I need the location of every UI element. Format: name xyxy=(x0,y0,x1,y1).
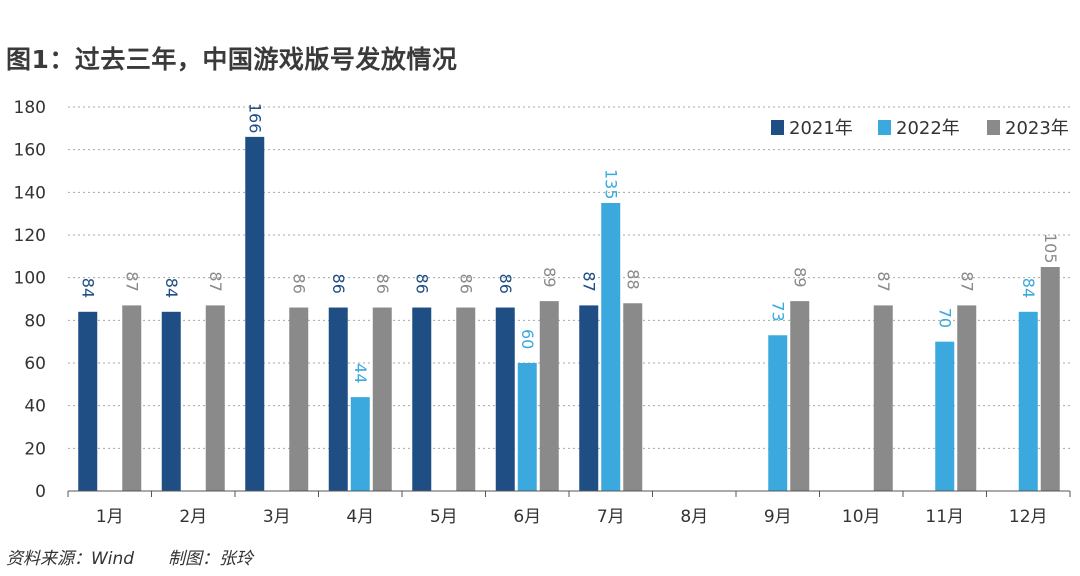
x-tick-label: 5月 xyxy=(430,507,458,527)
x-tick-label: 12月 xyxy=(1009,507,1048,527)
data-label: 87 xyxy=(874,271,893,291)
data-label: 86 xyxy=(496,274,515,294)
data-label: 89 xyxy=(790,267,809,287)
data-label: 60 xyxy=(518,329,537,349)
bar xyxy=(623,303,643,491)
data-label: 73 xyxy=(768,301,787,321)
legend-swatch xyxy=(878,120,891,135)
legend-label: 2023年 xyxy=(1005,118,1069,139)
x-tick-label: 10月 xyxy=(842,507,881,527)
bar xyxy=(517,363,537,491)
y-tick-label: 80 xyxy=(24,311,46,331)
legend-swatch xyxy=(771,120,784,135)
x-tick-label: 8月 xyxy=(680,507,708,527)
legend: 2021年 2022年 2023年 xyxy=(771,118,1069,139)
y-tick-label: 60 xyxy=(24,354,46,374)
bar xyxy=(289,307,309,491)
data-label: 44 xyxy=(351,363,370,383)
x-tick-label: 6月 xyxy=(513,507,541,527)
bar xyxy=(1018,311,1038,491)
data-label: 86 xyxy=(456,274,475,294)
data-label: 87 xyxy=(957,271,976,291)
gridlines xyxy=(68,106,1070,449)
bar xyxy=(935,341,955,491)
y-tick-label: 0 xyxy=(35,482,46,502)
y-axis: 0 20 40 60 80 100 120 140 160 180 xyxy=(14,98,46,502)
y-tick-label: 20 xyxy=(24,439,46,459)
y-tick-label: 40 xyxy=(24,397,46,417)
chart-title: 图1：过去三年，中国游戏版号发放情况 xyxy=(6,45,458,74)
bar xyxy=(78,311,98,491)
data-label: 166 xyxy=(245,103,264,134)
bar xyxy=(1040,267,1060,491)
bar xyxy=(122,305,142,491)
bar xyxy=(579,305,599,491)
bar xyxy=(350,397,370,491)
bar xyxy=(205,305,225,491)
bars xyxy=(78,136,1060,491)
bar xyxy=(161,311,181,491)
legend-swatch xyxy=(987,120,1000,135)
x-tick-label: 7月 xyxy=(597,507,625,527)
bar xyxy=(790,301,810,491)
y-tick-label: 140 xyxy=(14,183,46,203)
bar xyxy=(539,301,559,491)
x-tick-label: 9月 xyxy=(764,507,792,527)
bar xyxy=(873,305,893,491)
data-label: 88 xyxy=(623,269,642,289)
source-note: 资料来源：Wind xyxy=(6,549,135,569)
y-tick-label: 180 xyxy=(14,98,46,118)
bar xyxy=(412,307,432,491)
data-label: 135 xyxy=(601,169,620,200)
data-label: 86 xyxy=(373,274,392,294)
data-label: 89 xyxy=(540,267,559,287)
x-tick-label: 3月 xyxy=(263,507,291,527)
data-label: 84 xyxy=(162,278,181,298)
bar xyxy=(245,136,265,491)
bar xyxy=(957,305,977,491)
x-axis: 1月 2月 3月 4月 5月 6月 7月 8月 9月 10月 11月 12月 xyxy=(67,490,1071,527)
x-tick-label: 2月 xyxy=(179,507,207,527)
y-tick-label: 160 xyxy=(14,141,46,161)
bar xyxy=(456,307,476,491)
data-label: 70 xyxy=(935,308,954,328)
legend-label: 2021年 xyxy=(789,118,853,139)
bar xyxy=(372,307,392,491)
bar xyxy=(768,335,788,491)
data-label: 84 xyxy=(78,278,97,298)
data-label: 87 xyxy=(579,271,598,291)
data-label: 86 xyxy=(289,274,308,294)
author-note: 制图：张玲 xyxy=(168,549,253,569)
data-label: 87 xyxy=(122,271,141,291)
data-labels: 84 84 166 86 86 86 87 44 60 135 73 70 84 87 87 86 86 86 89… xyxy=(78,103,1060,384)
data-label: 86 xyxy=(412,274,431,294)
bar xyxy=(495,307,515,491)
data-label: 84 xyxy=(1019,278,1038,298)
legend-label: 2022年 xyxy=(896,118,960,139)
bar xyxy=(601,203,621,491)
y-tick-label: 100 xyxy=(14,269,46,289)
data-label: 87 xyxy=(206,271,225,291)
x-tick-label: 1月 xyxy=(96,507,124,527)
x-tick-label: 11月 xyxy=(925,507,964,527)
data-label: 86 xyxy=(329,274,348,294)
y-tick-label: 120 xyxy=(14,226,46,246)
bar xyxy=(328,307,348,491)
data-label: 105 xyxy=(1041,233,1060,264)
x-tick-label: 4月 xyxy=(346,507,374,527)
